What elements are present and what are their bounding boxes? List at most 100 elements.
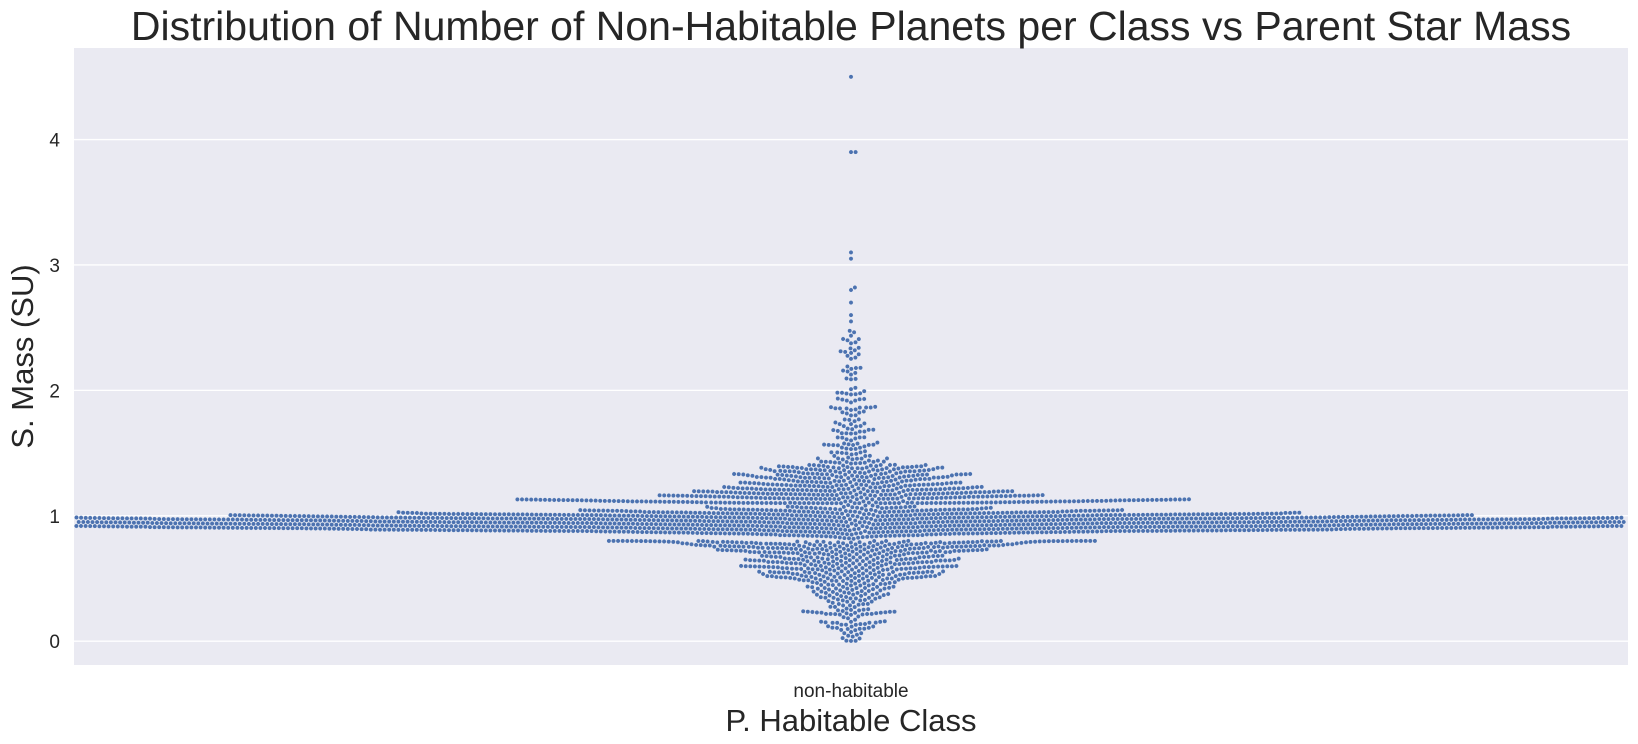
swarm-point (649, 521, 654, 527)
swarm-point (361, 514, 367, 520)
swarm-point (951, 540, 957, 546)
swarm-point (856, 608, 862, 613)
swarm-point (743, 511, 749, 517)
swarm-point (301, 521, 307, 527)
swarm-point (910, 487, 915, 493)
swarm-point (759, 531, 765, 537)
swarm-point (1005, 488, 1010, 494)
swarm-point (614, 517, 620, 522)
swarm-point (882, 509, 888, 515)
swarm-point (797, 500, 802, 506)
swarm-point (888, 555, 894, 560)
swarm-point (825, 623, 831, 629)
swarm-point (338, 514, 344, 520)
swarm-point (793, 529, 799, 534)
swarm-point (340, 518, 346, 524)
swarm-point (847, 516, 853, 522)
swarm-point (854, 585, 859, 591)
swarm-point (880, 572, 886, 578)
swarm-point (1163, 497, 1169, 503)
swarm-point (860, 571, 866, 576)
swarm-point (405, 510, 411, 516)
swarm-point (893, 470, 899, 476)
swarm-point (821, 539, 826, 545)
swarm-point (968, 543, 973, 549)
swarm-point (711, 526, 716, 532)
swarm-point (1370, 518, 1376, 523)
swarm-point (853, 531, 859, 536)
swarm-point (161, 524, 167, 530)
swarm-point (552, 512, 558, 518)
swarm-point (131, 520, 137, 526)
swarm-point (1354, 522, 1360, 528)
swarm-point (959, 527, 964, 532)
swarm-point (782, 500, 788, 506)
swarm-point (811, 542, 817, 548)
swarm-point (804, 554, 809, 560)
swarm-point (889, 565, 895, 570)
swarm-point (805, 546, 811, 551)
swarm-point (805, 584, 810, 589)
swarm-point (798, 521, 804, 526)
swarm-point (933, 549, 938, 555)
swarm-point (129, 516, 134, 521)
swarm-point (1182, 520, 1187, 525)
swarm-point (577, 516, 583, 522)
swarm-point (1016, 514, 1022, 519)
swarm-point (975, 500, 980, 506)
swarm-point (798, 474, 803, 480)
swarm-point (680, 493, 685, 499)
swarm-point (580, 512, 585, 518)
swarm-point (871, 512, 876, 518)
swarm-point (849, 521, 855, 526)
swarm-point (1262, 523, 1268, 529)
swarm-point (1078, 517, 1084, 522)
swarm-point (947, 515, 953, 521)
swarm-point (110, 515, 116, 521)
swarm-point (917, 476, 923, 482)
swarm-point (359, 526, 364, 532)
swarm-point (611, 498, 617, 504)
swarm-point (848, 596, 853, 601)
swarm-point (1593, 519, 1599, 525)
swarm-point (873, 485, 878, 490)
swarm-point (1078, 525, 1084, 531)
swarm-point (1062, 513, 1068, 519)
swarm-point (1080, 498, 1086, 504)
swarm-point (856, 602, 861, 608)
swarm-point (837, 549, 843, 555)
swarm-point (729, 547, 734, 553)
swarm-point (772, 495, 777, 501)
swarm-point (889, 505, 894, 511)
swarm-point (147, 524, 153, 530)
swarm-point (824, 547, 830, 553)
swarm-point (437, 527, 443, 533)
swarm-point (809, 533, 815, 539)
swarm-point (577, 507, 583, 513)
swarm-point (924, 500, 930, 506)
swarm-point (840, 608, 846, 614)
swarm-point (1057, 513, 1063, 519)
swarm-point (1032, 539, 1038, 545)
swarm-point (854, 496, 860, 502)
swarm-point (849, 504, 855, 510)
swarm-point (1246, 527, 1252, 533)
swarm-point (773, 554, 779, 560)
swarm-point (852, 370, 858, 376)
swarm-point (756, 549, 762, 555)
swarm-point (74, 515, 79, 520)
swarm-point (1080, 529, 1086, 535)
swarm-point (822, 496, 828, 502)
swarm-point (735, 485, 741, 491)
swarm-point (822, 488, 828, 494)
swarm-point (363, 526, 369, 532)
swarm-point (786, 541, 792, 547)
swarm-point (960, 507, 966, 512)
swarm-point (833, 547, 839, 552)
swarm-point (933, 558, 939, 564)
swarm-point (996, 489, 1001, 494)
swarm-point (1315, 527, 1321, 533)
swarm-point (876, 574, 882, 580)
swarm-point (490, 516, 496, 521)
swarm-point (228, 512, 233, 518)
